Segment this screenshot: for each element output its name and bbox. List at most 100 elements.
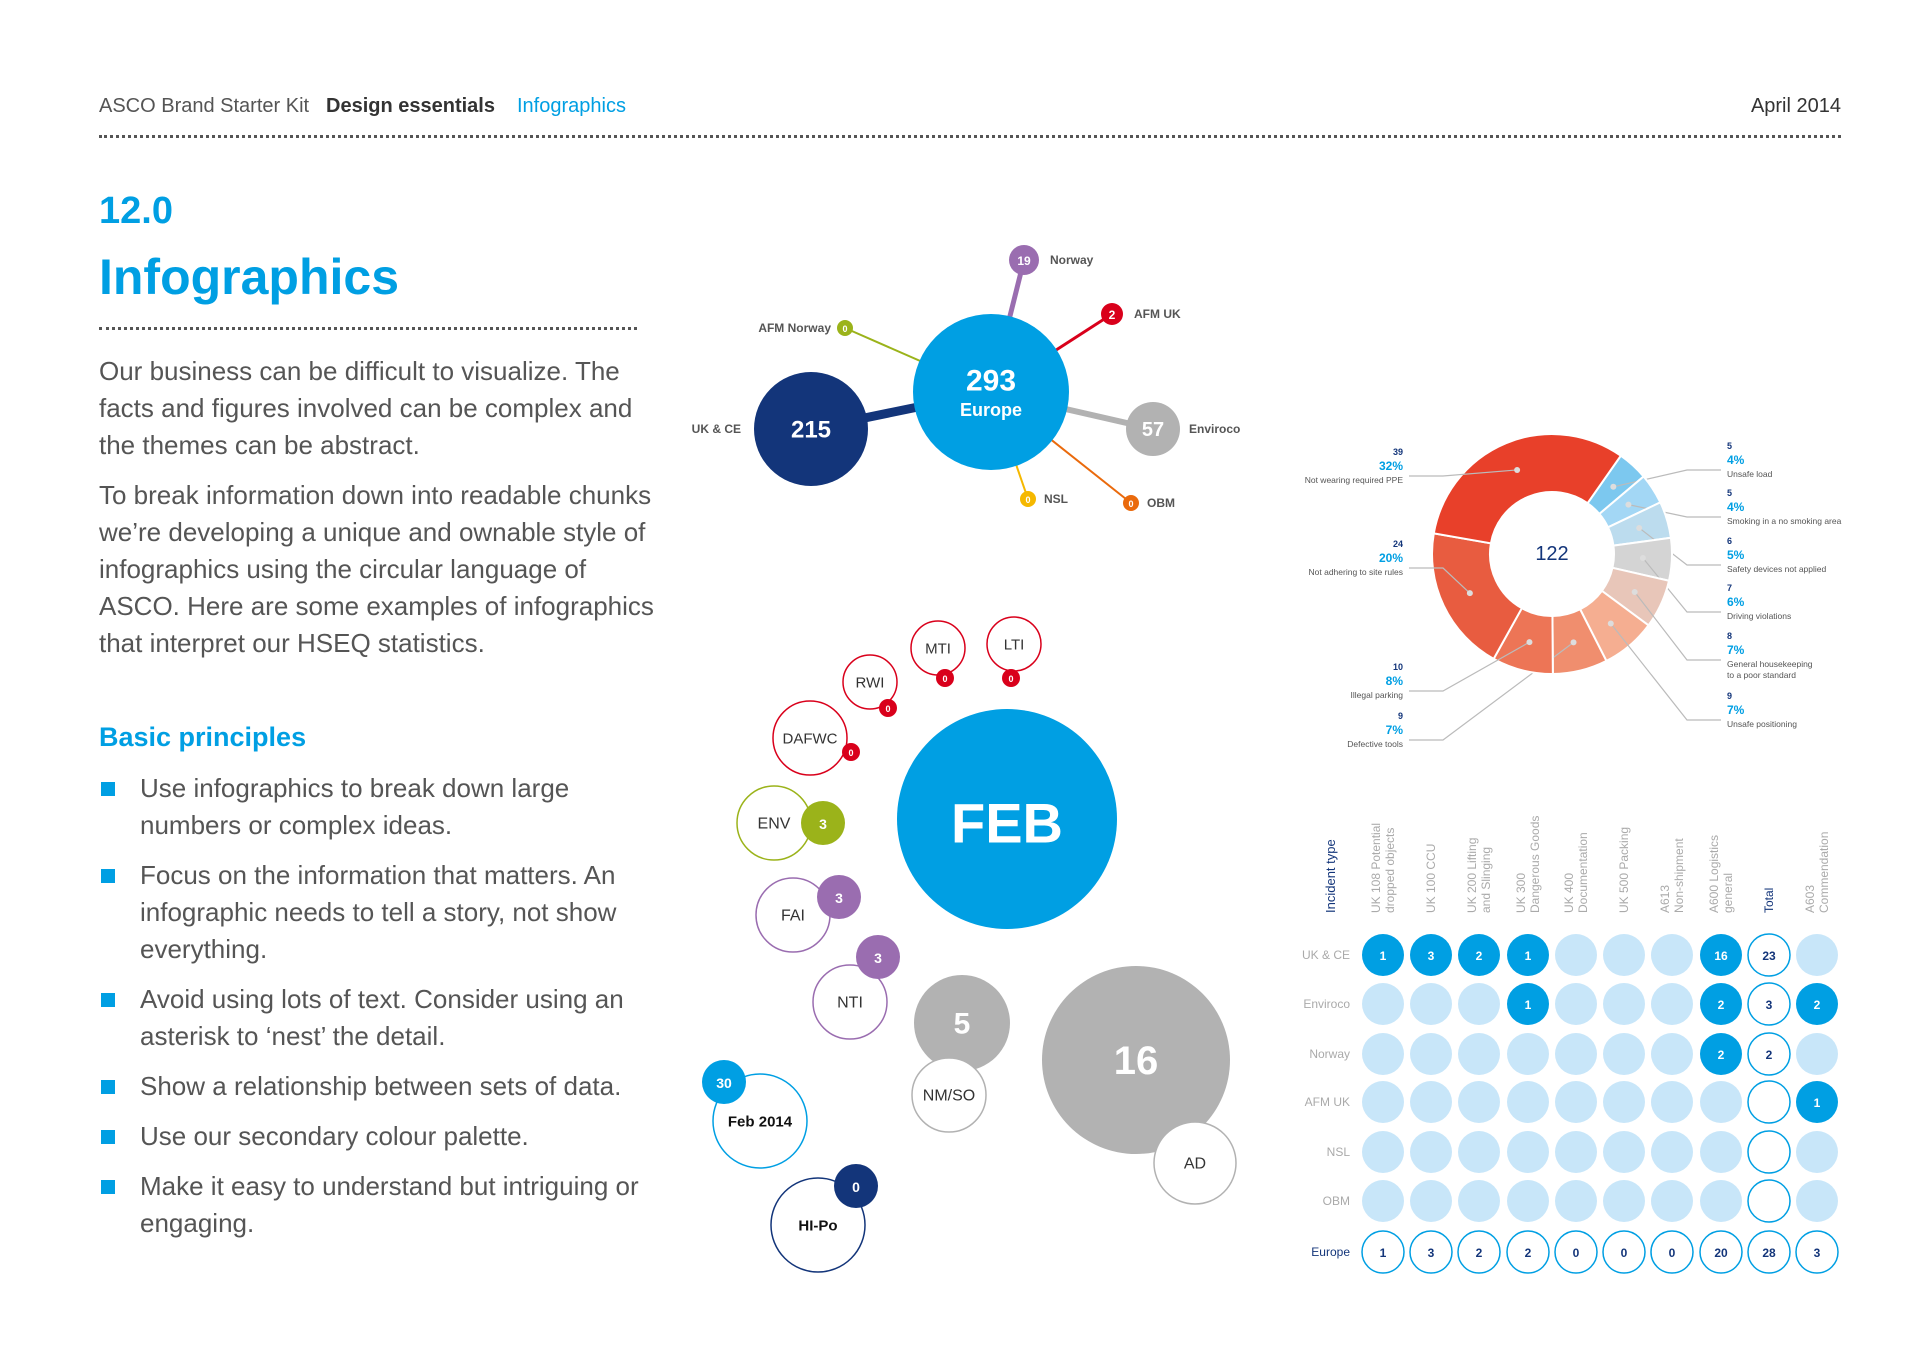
matrix-cell (1507, 1033, 1549, 1075)
bullet-square-icon (101, 1130, 115, 1144)
matrix-cell (1458, 1033, 1500, 1075)
badge-bubble (879, 699, 897, 717)
region-value: 0 (1025, 495, 1030, 505)
region-value: 2 (1109, 308, 1116, 322)
region-value: 215 (791, 417, 831, 444)
principle-text: Show a relationship between sets of data… (140, 1071, 622, 1101)
matrix-value: 2 (1766, 1048, 1773, 1062)
matrix-cell (1700, 1131, 1742, 1173)
principle-item: Focus on the information that matters. A… (99, 857, 659, 968)
matrix-cell (1410, 983, 1452, 1025)
slice-count: 9 (1398, 711, 1403, 721)
matrix-value: 1 (1814, 1096, 1821, 1110)
matrix-value: 2 (1525, 1246, 1532, 1260)
leader-dot (1631, 588, 1638, 595)
principle-text: Focus on the information that matters. A… (140, 860, 617, 964)
matrix-value: 2 (1718, 1048, 1725, 1062)
matrix-cell (1651, 1081, 1693, 1123)
principle-text: Use infographics to break down large num… (140, 773, 570, 840)
matrix-cell (1747, 982, 1791, 1026)
matrix-cell (1603, 1033, 1645, 1075)
matrix-value: 2 (1814, 998, 1821, 1012)
matrix-value: 2 (1476, 1246, 1483, 1260)
badge-bubble (702, 1060, 746, 1104)
header-date: April 2014 (1750, 95, 1841, 117)
matrix-cell (1507, 1081, 1549, 1123)
leader-line (1634, 591, 1721, 661)
breadcrumb-infographics[interactable]: Infographics (517, 95, 626, 117)
badge-value: 0 (852, 1179, 860, 1195)
badge-bubble (834, 1164, 878, 1208)
matrix-cell (1361, 1230, 1405, 1274)
badge-bubble (856, 935, 900, 979)
column-header: Non-shipment (1672, 838, 1686, 913)
region-label: UK & CE (692, 422, 741, 436)
matrix-value: 23 (1762, 949, 1776, 963)
matrix-cell (1410, 1180, 1452, 1222)
cluster-label: HI-Po (798, 1218, 837, 1235)
slice-count: 5 (1727, 441, 1732, 451)
leader-dot (1607, 620, 1614, 627)
cluster-bubble (914, 975, 1010, 1071)
slice-label: Defective tools (1347, 739, 1403, 749)
matrix-cell (1507, 983, 1549, 1025)
leader-line (1409, 567, 1471, 594)
matrix-cell (1555, 983, 1597, 1025)
matrix-value: 1 (1525, 949, 1532, 963)
cluster-bubble (911, 1057, 987, 1133)
slice-label: Not adhering to site rules (1309, 567, 1404, 577)
badge-value: 3 (835, 890, 843, 906)
cluster-label: Feb 2014 (728, 1114, 793, 1131)
column-header: dropped objects (1383, 828, 1397, 913)
region-bubble (1123, 495, 1139, 511)
badge-value: 0 (885, 704, 890, 714)
region-label: Norway (1050, 253, 1094, 267)
row-label: OBM (1323, 1194, 1350, 1208)
matrix-cell (1651, 1180, 1693, 1222)
matrix-cell (1458, 1131, 1500, 1173)
leader-line (1409, 641, 1574, 741)
slice-label: General housekeeping (1727, 659, 1813, 669)
cluster-label: LTI (1004, 637, 1025, 654)
matrix-cell (1747, 1080, 1791, 1124)
matrix-cell (1651, 934, 1693, 976)
matrix-cell (1362, 1131, 1404, 1173)
region-bubble (1126, 402, 1180, 456)
title-divider (99, 327, 637, 330)
matrix-cell (1603, 1131, 1645, 1173)
slice-percent: 7% (1727, 703, 1745, 717)
matrix-cell (1555, 1180, 1597, 1222)
region-bubble (1020, 491, 1036, 507)
region-value: 57 (1142, 419, 1164, 441)
badge-bubble (936, 669, 954, 687)
region-value: 0 (842, 324, 847, 334)
matrix-cell (1555, 1033, 1597, 1075)
matrix-cell (1602, 1230, 1646, 1274)
region-bubble (837, 320, 853, 336)
matrix-cell (1700, 1033, 1742, 1075)
breadcrumb-design-essentials[interactable]: Design essentials (326, 95, 495, 117)
slice-percent: 20% (1379, 551, 1403, 565)
column-header: general (1721, 873, 1735, 913)
badge-bubble (842, 743, 860, 761)
slice-count: 7 (1727, 583, 1732, 593)
badge-bubble (1002, 669, 1020, 687)
cluster-label: DAFWC (783, 731, 838, 748)
matrix-cell (1699, 1230, 1743, 1274)
slice-count: 10 (1393, 662, 1403, 672)
slice-count: 8 (1727, 631, 1732, 641)
matrix-value: 3 (1766, 998, 1773, 1012)
cluster-label: ENV (758, 816, 791, 833)
region-bubble (1009, 245, 1039, 275)
slice-percent: 4% (1727, 500, 1745, 514)
matrix-cell (1603, 934, 1645, 976)
bullet-square-icon (101, 1080, 115, 1094)
matrix-value: 16 (1714, 949, 1728, 963)
region-bubble (1101, 303, 1123, 325)
matrix-cell (1555, 934, 1597, 976)
matrix-value: 2 (1718, 998, 1725, 1012)
bullet-square-icon (101, 782, 115, 796)
matrix-cell (1700, 934, 1742, 976)
badge-value: 3 (819, 816, 827, 832)
bullet-square-icon (101, 993, 115, 1007)
